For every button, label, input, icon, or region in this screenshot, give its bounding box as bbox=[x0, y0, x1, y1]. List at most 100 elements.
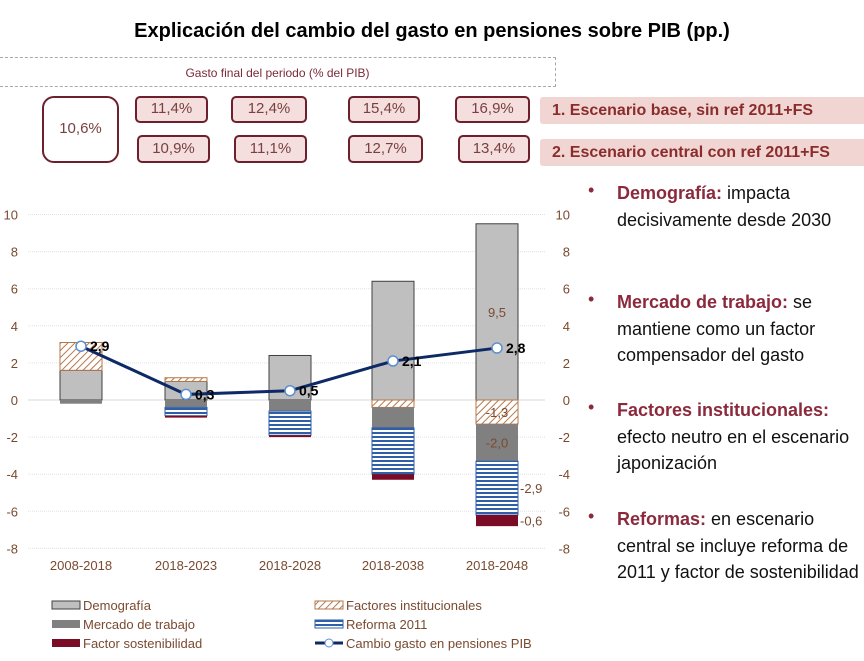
y-tick-right: 10 bbox=[556, 208, 570, 223]
y-tick-left: 4 bbox=[11, 319, 18, 334]
line-point bbox=[491, 342, 503, 354]
y-tick-right: 8 bbox=[563, 245, 570, 260]
legend-swatch bbox=[52, 639, 80, 647]
bar-mercado-trabajo bbox=[476, 424, 518, 462]
scenario2-value: 13,4% bbox=[458, 135, 530, 163]
data-label: -2,0 bbox=[486, 436, 508, 451]
data-label: -1,3 bbox=[486, 405, 508, 420]
legend-swatch bbox=[51, 600, 81, 610]
bullet-head: Demografía: bbox=[617, 183, 723, 203]
y-tick-left: 10 bbox=[4, 208, 18, 223]
legend-label: Demografía bbox=[83, 598, 152, 613]
bar-mercado-trabajo bbox=[60, 400, 102, 404]
legend-swatch bbox=[314, 619, 344, 629]
bar-demografia bbox=[59, 369, 103, 401]
bar-factores-institucionales bbox=[164, 377, 208, 382]
bullet-text: en escenario central se incluye reforma … bbox=[617, 509, 859, 582]
bar-mercado-trabajo bbox=[269, 400, 311, 412]
bullet-text: se mantiene como un factor compensador d… bbox=[617, 292, 816, 365]
y-tick-right: 6 bbox=[563, 282, 570, 297]
legend-label: Factor sostenibilidad bbox=[83, 636, 202, 651]
bullet-instit: Factores institucionales: efecto neutro … bbox=[617, 397, 862, 477]
y-tick-left: 0 bbox=[11, 393, 18, 408]
x-tick: 2008-2018 bbox=[50, 558, 112, 573]
bar-factor-sostenibilidad bbox=[269, 435, 311, 438]
bar-mercado-trabajo bbox=[165, 400, 207, 408]
chart: 10 10 8 8 6 6 4 4 2 2 0 0 -2 -2 -4 -4 -6 -6 -8 -8 2008-2018 2… bbox=[4, 208, 570, 652]
bar-factor-sostenibilidad bbox=[165, 415, 207, 418]
bar-reforma-2011 bbox=[268, 410, 312, 436]
x-tick: 2018-2048 bbox=[466, 558, 528, 573]
bullet-head: Mercado de trabajo: bbox=[617, 292, 789, 312]
legend-label: Reforma 2011 bbox=[346, 617, 427, 632]
line-label: 0,5 bbox=[299, 383, 319, 399]
y-tick-right: -8 bbox=[558, 541, 570, 556]
legend-label: Cambio gasto en pensiones PIB bbox=[346, 636, 532, 651]
bullet-head: Reformas: bbox=[617, 509, 707, 529]
y-tick-left: 6 bbox=[11, 282, 18, 297]
legend-label: Mercado de trabajo bbox=[83, 617, 195, 632]
scenario1-value: 15,4% bbox=[348, 96, 420, 123]
x-tick: 2018-2038 bbox=[362, 558, 424, 573]
line-label: 0,3 bbox=[195, 386, 215, 402]
scenario2-label: 2. Escenario central con ref 2011+FS bbox=[540, 139, 864, 166]
scenario2-value: 11,1% bbox=[234, 135, 307, 163]
page-title: Explicación del cambio del gasto en pens… bbox=[134, 20, 730, 42]
bullet-icon: • bbox=[588, 397, 595, 417]
data-label: 9,5 bbox=[488, 305, 506, 320]
data-label: -0,6 bbox=[520, 514, 542, 529]
bullet-text: efecto neutro en el escenario japonizaci… bbox=[617, 426, 850, 474]
bullet-icon: • bbox=[588, 289, 595, 309]
x-tick: 2018-2023 bbox=[155, 558, 217, 573]
y-tick-right: 0 bbox=[563, 393, 570, 408]
line-label: 2,9 bbox=[90, 338, 110, 354]
line-point bbox=[284, 384, 296, 397]
data-label: -2,9 bbox=[520, 481, 542, 496]
y-tick-right: -2 bbox=[558, 430, 570, 445]
bullet-mercado: Mercado de trabajo: se mantiene como un … bbox=[617, 289, 862, 369]
bar-reforma-2011 bbox=[164, 406, 208, 417]
bullet-reformas: Reformas: en escenario central se incluy… bbox=[617, 506, 862, 586]
initial-value-box: 10,6% bbox=[42, 96, 119, 163]
y-tick-right: -4 bbox=[558, 467, 570, 482]
y-tick-left: -2 bbox=[6, 430, 18, 445]
y-tick-left: -8 bbox=[6, 541, 18, 556]
x-tick: 2018-2028 bbox=[259, 558, 321, 573]
y-tick-left: -6 bbox=[6, 504, 18, 519]
scenario1-value: 16,9% bbox=[455, 96, 530, 123]
y-tick-right: 2 bbox=[563, 356, 570, 371]
bar-reforma-2011 bbox=[371, 427, 415, 475]
y-tick-right: -6 bbox=[558, 504, 570, 519]
bar-factor-sostenibilidad bbox=[372, 474, 414, 480]
y-tick-left: -4 bbox=[6, 467, 18, 482]
gasto-final-label: Gasto final del periodo (% del PIB) bbox=[0, 57, 556, 87]
legend-line-marker bbox=[324, 638, 334, 648]
bar-mercado-trabajo bbox=[372, 407, 414, 428]
scenario2-value: 12,7% bbox=[348, 135, 423, 163]
bar-demografia bbox=[475, 223, 519, 401]
bullet-icon: • bbox=[588, 506, 595, 526]
bar-factor-sostenibilidad bbox=[476, 515, 518, 527]
scenario2-value: 10,9% bbox=[137, 135, 210, 163]
line-label: 2,8 bbox=[506, 340, 526, 356]
bullet-icon: • bbox=[588, 180, 595, 200]
scenario1-value: 12,4% bbox=[231, 96, 307, 123]
line-point bbox=[180, 388, 192, 401]
legend-swatch bbox=[52, 620, 80, 628]
legend-swatch bbox=[314, 600, 344, 610]
y-tick-left: 2 bbox=[11, 356, 18, 371]
y-tick-right: 4 bbox=[563, 319, 570, 334]
bullet-text: impacta decisivamente desde 2030 bbox=[617, 183, 832, 230]
line-label: 2,1 bbox=[402, 353, 422, 369]
y-tick-left: 8 bbox=[11, 245, 18, 260]
bar-demografia bbox=[371, 280, 415, 401]
bullet-head: Factores institucionales: bbox=[617, 400, 830, 420]
line-point bbox=[75, 340, 87, 352]
bar-reforma-2011 bbox=[475, 460, 519, 516]
bullet-demografia: Demografía: impacta decisivamente desde … bbox=[617, 180, 862, 233]
scenario1-label: 1. Escenario base, sin ref 2011+FS bbox=[540, 97, 864, 124]
line-point bbox=[387, 355, 399, 367]
legend-label: Factores institucionales bbox=[346, 598, 482, 613]
bar-factores-institucionales bbox=[371, 399, 415, 408]
scenario1-value: 11,4% bbox=[135, 96, 208, 123]
